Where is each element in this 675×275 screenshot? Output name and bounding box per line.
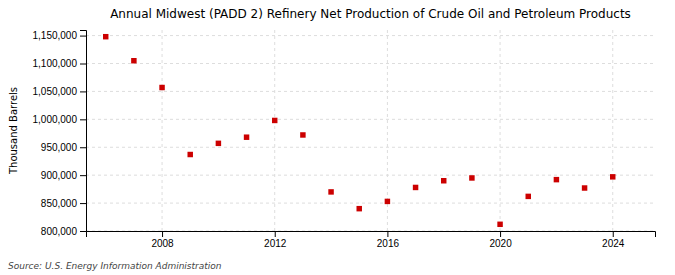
chart-container: 2008 2012 2016 2020 2024 800,000 850,000 900,00…	[0, 0, 675, 275]
y-tick: 1,150,000	[33, 30, 87, 41]
point	[300, 132, 305, 137]
y-tick: 1,050,000	[33, 86, 87, 97]
x-tick-label: 2008	[151, 238, 174, 249]
x-tick-mark	[613, 231, 614, 237]
x-tick-mark	[387, 231, 388, 237]
point	[497, 222, 502, 227]
y-tick-mark	[80, 175, 86, 176]
source: Source: U.S. Energy Information Administ…	[8, 261, 222, 271]
y-tick-label: 900,000	[41, 170, 78, 181]
y-tick-label: 1,150,000	[33, 30, 78, 41]
x-tick: 2016	[377, 231, 400, 249]
title: Annual Midwest (PADD 2) Refinery Net Pro…	[110, 7, 631, 21]
point	[526, 194, 531, 199]
y-tick-mark	[80, 36, 86, 37]
grid	[86, 30, 655, 231]
grid-line-y	[86, 203, 655, 204]
grid-line-x	[612, 30, 613, 231]
point	[610, 174, 615, 179]
x-tick-label: 2016	[377, 238, 400, 249]
grid-line-y	[86, 91, 655, 92]
point	[441, 178, 446, 183]
y-tick-label: 850,000	[41, 198, 78, 209]
y-tick-label: 1,000,000	[33, 114, 78, 125]
x-tick-mark	[275, 231, 276, 237]
grid-line-x	[274, 30, 275, 231]
grid-line-y	[86, 35, 655, 36]
y-tick-label: 950,000	[41, 142, 78, 153]
point	[385, 199, 390, 204]
chart-svg: 2008 2012 2016 2020 2024 800,000 850,000 900,00…	[0, 0, 675, 275]
grid-line-y	[86, 147, 655, 148]
x-tick: 2020	[489, 231, 512, 249]
x-tick-label: 2020	[489, 238, 512, 249]
point	[272, 118, 277, 123]
x-tick-mark	[500, 231, 501, 237]
point	[159, 85, 164, 90]
point	[328, 189, 333, 194]
y-tick: 950,000	[41, 142, 86, 153]
y-tick: 800,000	[41, 226, 86, 237]
y-tick-mark	[80, 119, 86, 120]
point	[413, 185, 418, 190]
x-axis: 2008 2012 2016 2020 2024	[87, 231, 656, 249]
grid-line-y	[86, 175, 655, 176]
x-tick: 2012	[264, 231, 287, 249]
x-tick-label: 2024	[602, 238, 625, 249]
y-tick-label: 1,100,000	[33, 58, 78, 69]
y-tick: 1,100,000	[33, 58, 87, 69]
y-tick-mark	[80, 231, 86, 232]
plot-area: 2008 2012 2016 2020 2024 800,000 850,000 900,00…	[33, 30, 656, 249]
y-tick-label: 800,000	[41, 226, 78, 237]
grid-line-x	[162, 30, 163, 231]
point	[187, 152, 192, 157]
point	[131, 58, 136, 63]
x-tick: 2024	[602, 231, 625, 249]
y-axis-line	[80, 31, 87, 232]
y-axis-label: Thousand Barrels	[8, 87, 19, 175]
y-tick: 850,000	[41, 198, 86, 209]
y-tick-mark	[80, 64, 86, 65]
point	[216, 141, 221, 146]
point	[469, 175, 474, 180]
y-tick-mark	[80, 147, 86, 148]
y-tick-mark	[80, 91, 86, 92]
x-tick: 2008	[151, 231, 174, 249]
x-tick-label: 2012	[264, 238, 287, 249]
y-tick: 900,000	[41, 170, 86, 181]
point	[582, 185, 587, 190]
x-tick-mark	[162, 231, 163, 237]
point	[554, 177, 559, 182]
y-tick-label: 1,050,000	[33, 86, 78, 97]
grid-line-x	[500, 30, 501, 231]
grid-line-y	[86, 119, 655, 120]
point	[244, 134, 249, 139]
point	[103, 34, 108, 39]
x-axis-line	[87, 232, 656, 238]
points	[103, 34, 616, 227]
point	[356, 206, 361, 211]
y-tick: 1,000,000	[33, 114, 87, 125]
y-tick-mark	[80, 203, 86, 204]
grid-line-y	[86, 63, 655, 64]
y-axis: 800,000 850,000 900,000 950,000 1,000,000 1,0…	[33, 30, 87, 236]
